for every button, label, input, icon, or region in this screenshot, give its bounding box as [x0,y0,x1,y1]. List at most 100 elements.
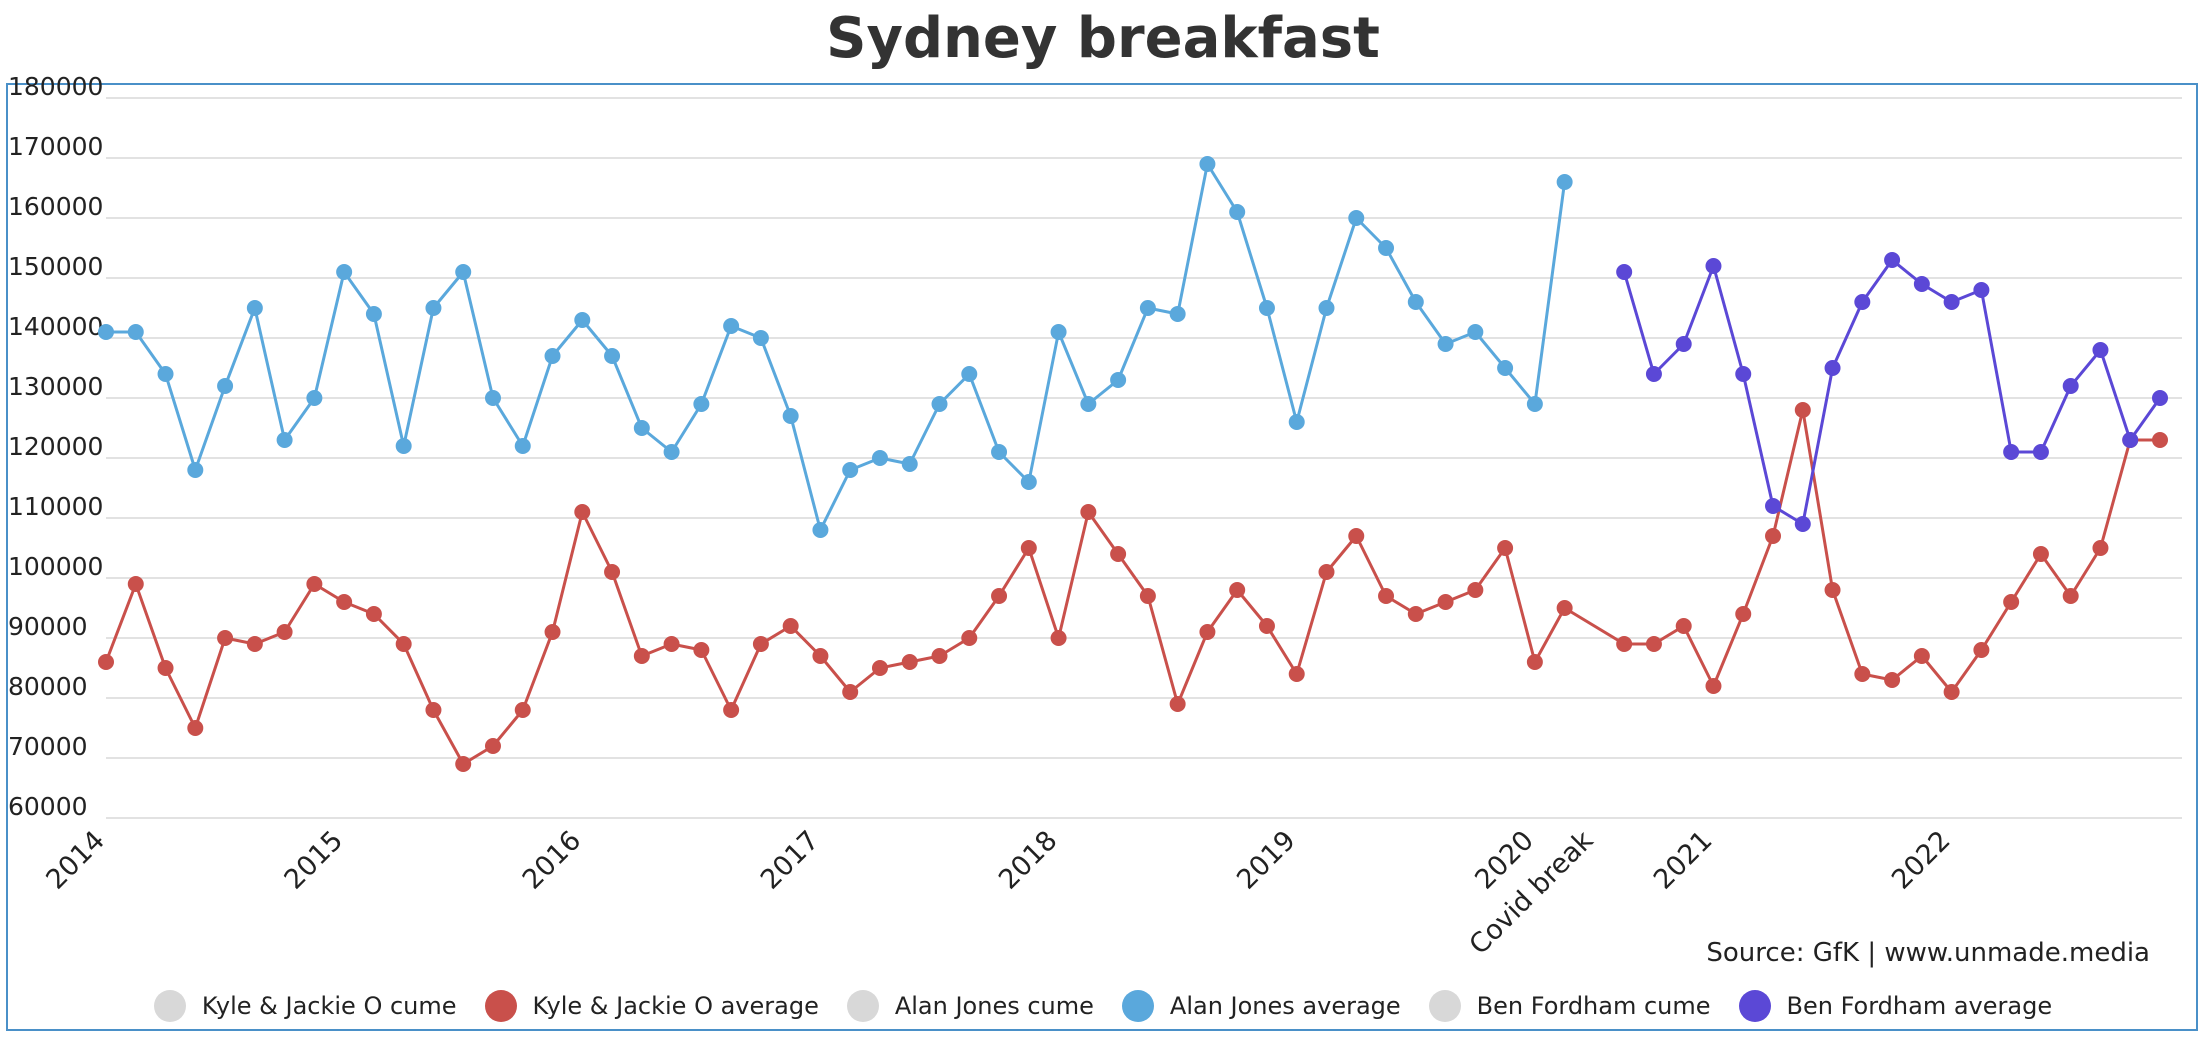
y-tick-label: 140000 [8,312,103,341]
legend-label: Ben Fordham average [1786,992,2053,1020]
legend-item-alan-jones-average[interactable]: Alan Jones average [1121,990,1401,1022]
alan-jones-average-point [1348,210,1365,226]
alan-jones-average-point [1020,474,1037,490]
chart-frame [6,83,2198,1031]
ben-fordham-average-point [1794,516,1811,532]
alan-jones-average-point [1378,240,1395,256]
kyle-and-jackie-o-average-point [1199,624,1216,640]
kyle-and-jackie-o-average-point [336,594,353,610]
ben-fordham-average-point [1884,252,1901,268]
ben-fordham-average-point [1735,366,1752,382]
alan-jones-average-point [544,348,561,364]
legend-swatch [1738,990,1771,1022]
y-tick-label: 80000 [8,672,88,701]
kyle-and-jackie-o-average-point [276,624,293,640]
kyle-and-jackie-o-average-point [1378,588,1395,604]
alan-jones-average-point [604,348,621,364]
ben-fordham-average-point [1705,258,1722,274]
kyle-and-jackie-o-average-point [812,648,829,664]
alan-jones-average-point [425,300,442,316]
alan-jones-average-point [723,318,740,334]
kyle-and-jackie-o-average-point [306,576,323,592]
kyle-and-jackie-o-average-point [1765,528,1782,544]
x-tick-label: 2018 [993,825,1064,896]
ben-fordham-average-point [1765,498,1782,514]
legend-label: Alan Jones average [1169,992,1401,1020]
kyle-and-jackie-o-average-point [1645,636,1662,652]
kyle-and-jackie-o-average-point [98,654,114,670]
legend-item-ben-fordham-average[interactable]: Ben Fordham average [1738,990,2053,1022]
kyle-and-jackie-o-average-point [425,702,442,718]
y-tick-label: 160000 [8,192,103,221]
x-tick-label: 2014 [40,825,111,896]
alan-jones-average-point [1526,396,1543,412]
kyle-and-jackie-o-average-point [1854,666,1871,682]
kyle-and-jackie-o-average-point [961,630,978,646]
kyle-and-jackie-o-average-point [2152,432,2168,448]
x-tick-label: 2019 [1231,825,1302,896]
ben-fordham-average-point [2152,390,2168,406]
kyle-and-jackie-o-average-point [1467,582,1484,598]
kyle-and-jackie-o-average-point [752,636,769,652]
legend-swatch [846,990,879,1022]
alan-jones-average-point [1110,372,1127,388]
legend-label: Alan Jones cume [894,992,1094,1020]
legend-label: Kyle & Jackie O cume [201,992,457,1020]
alan-jones-average-point [1407,294,1424,310]
kyle-and-jackie-o-average-point [1139,588,1156,604]
x-tick-label: 2022 [1886,825,1957,896]
source-note: Source: GfK | www.unmade.media [1706,938,2150,968]
alan-jones-average-point [782,408,799,424]
kyle-and-jackie-o-average-point [574,504,591,520]
alan-jones-average-point [961,366,978,382]
kyle-and-jackie-o-average-point [1675,618,1692,634]
kyle-and-jackie-o-average-point [1437,594,1454,610]
kyle-and-jackie-o-average-point [663,636,680,652]
kyle-and-jackie-o-average-point [2032,546,2049,562]
kyle-and-jackie-o-average-point [1556,600,1573,616]
kyle-and-jackie-o-average-point [217,630,234,646]
legend: Kyle & Jackie O cume Kyle & Jackie O aver… [0,990,2206,1022]
legend-item-kyle-and-jackie-o-average[interactable]: Kyle & Jackie O average [484,990,819,1022]
alan-jones-average-point [1199,156,1216,172]
kyle-and-jackie-o-average-point [2003,594,2020,610]
alan-jones-average-point [901,456,918,472]
alan-jones-average-point [395,438,412,454]
legend-item-alan-jones-cume[interactable]: Alan Jones cume [846,990,1094,1022]
ben-fordham-average-point [1973,282,1990,298]
kyle-and-jackie-o-average-point [157,660,174,676]
alan-jones-average-point [1258,300,1275,316]
kyle-and-jackie-o-average-point [633,648,650,664]
alan-jones-average-point [931,396,948,412]
legend-swatch [1428,990,1461,1022]
kyle-and-jackie-o-average-point [723,702,740,718]
ben-fordham-average-point [2003,444,2020,460]
kyle-and-jackie-o-average-point [1258,618,1275,634]
alan-jones-average-point [217,378,234,394]
kyle-and-jackie-o-average-point [127,576,144,592]
ben-fordham-average-point [2122,432,2139,448]
kyle-and-jackie-o-average-line [104,408,2160,766]
kyle-and-jackie-o-average-point [187,720,204,736]
alan-jones-average-point [1318,300,1335,316]
kyle-and-jackie-o-average-point [1526,654,1543,670]
legend-swatch [484,990,517,1022]
kyle-and-jackie-o-average-point [901,654,918,670]
alan-jones-average-point [812,522,829,538]
y-tick-label: 180000 [8,72,103,101]
alan-jones-average-point [1556,174,1573,190]
y-tick-label: 130000 [8,372,103,401]
alan-jones-average-point [484,390,501,406]
ben-fordham-average-point [1913,276,1930,292]
kyle-and-jackie-o-average-point [1080,504,1097,520]
kyle-and-jackie-o-average-point [1050,630,1067,646]
alan-jones-average-point [1080,396,1097,412]
ben-fordham-average-line [1622,258,2162,526]
kyle-and-jackie-o-average-point [1616,636,1633,652]
legend-item-ben-fordham-cume[interactable]: Ben Fordham cume [1428,990,1711,1022]
kyle-and-jackie-o-average-point [1407,606,1424,622]
alan-jones-average-point [1229,204,1246,220]
legend-item-kyle-and-jackie-o-cume[interactable]: Kyle & Jackie O cume [153,990,457,1022]
ben-fordham-average-point [1824,360,1841,376]
alan-jones-average-point [752,330,769,346]
